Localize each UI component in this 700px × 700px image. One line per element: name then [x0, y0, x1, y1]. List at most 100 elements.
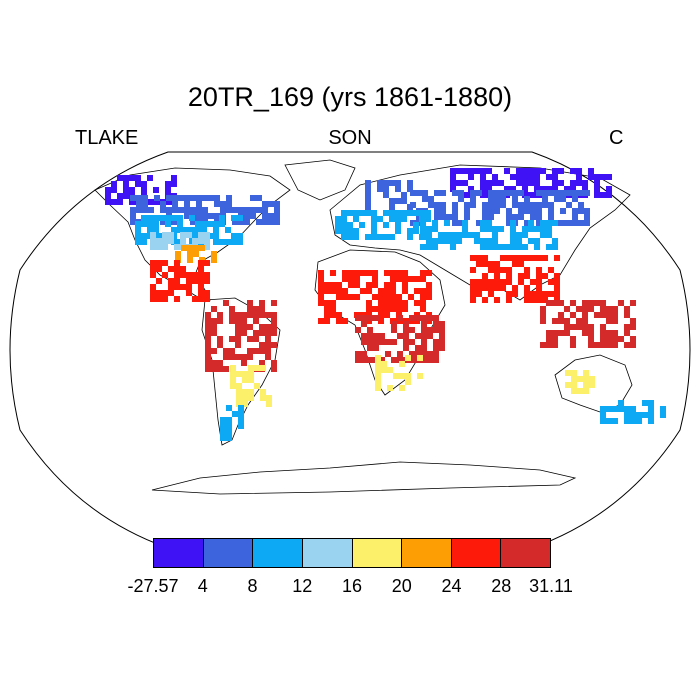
grid-cell-australia	[589, 382, 595, 388]
grid-cell-arctic-canada	[105, 187, 111, 193]
grid-cell-brazil-south	[242, 371, 248, 377]
grid-cell-usa-north	[195, 227, 201, 233]
grid-cell-africa-central	[439, 339, 445, 345]
grid-cell-africa-west	[402, 276, 408, 282]
grid-cell-africa-central	[391, 357, 397, 363]
grid-cell-africa-central	[391, 339, 397, 345]
grid-cell-brazil-south	[248, 395, 254, 401]
grid-cell-india	[536, 273, 542, 279]
grid-cell-mexico	[150, 260, 156, 266]
grid-cell-amazon	[271, 342, 277, 348]
grid-cell-central-asia	[492, 232, 498, 238]
grid-cell-mexico	[156, 278, 162, 284]
grid-cell-africa-south	[375, 373, 381, 379]
grid-cell-mexico	[162, 296, 168, 302]
grid-cell-mexico	[204, 290, 210, 296]
grid-cell-africa-west	[372, 276, 378, 282]
grid-cell-amazon	[229, 312, 235, 318]
grid-cell-europe	[353, 210, 359, 216]
grid-cell-canada	[226, 207, 232, 213]
grid-cell-se-asia	[618, 336, 624, 342]
grid-cell-patagonia	[238, 405, 244, 411]
grid-cell-usa-north	[159, 215, 165, 221]
grid-cell-india	[524, 285, 530, 291]
grid-cell-canada	[268, 201, 274, 207]
grid-cell-amazon	[265, 330, 271, 336]
grid-cell-russia	[488, 208, 494, 214]
grid-cell-africa-west	[378, 288, 384, 294]
grid-cell-arctic-canada	[165, 181, 171, 187]
grid-cell-australia	[571, 382, 577, 388]
grid-cell-usa-north	[189, 215, 195, 221]
grid-cell-brazil-south	[230, 371, 236, 377]
grid-cell-russia	[452, 208, 458, 214]
grid-cell-australia	[577, 376, 583, 382]
grid-cell-africa-west	[318, 318, 324, 324]
grid-cell-africa-central	[439, 333, 445, 339]
grid-cell-russia	[536, 214, 542, 220]
grid-cell-russia	[470, 190, 476, 196]
grid-cell-africa-central	[385, 351, 391, 357]
grid-cell-india	[554, 273, 560, 279]
grid-cell-europe	[371, 228, 377, 234]
grid-cell-usa-north	[135, 221, 141, 227]
grid-cell-africa-west	[414, 276, 420, 282]
grid-cell-patagonia	[220, 423, 226, 429]
grid-cell-africa-central	[373, 333, 379, 339]
colorbar-box-1	[203, 539, 254, 567]
grid-cell-amazon	[253, 330, 259, 336]
grid-cell-central-asia	[534, 238, 540, 244]
grid-cell-europe	[353, 228, 359, 234]
grid-cell-russia	[584, 190, 590, 196]
grid-cell-amazon	[235, 312, 241, 318]
grid-cell-usa-central	[174, 244, 180, 250]
grid-cell-europe	[335, 216, 341, 222]
grid-cell-africa-central	[397, 333, 403, 339]
grid-cell-africa-west	[390, 288, 396, 294]
grid-cell-amazon	[241, 312, 247, 318]
grid-cell-africa-central	[373, 315, 379, 321]
grid-cell-amazon	[217, 366, 223, 372]
grid-cell-mexico	[168, 278, 174, 284]
grid-cell-usa-south	[193, 245, 199, 251]
grid-cell-india	[494, 285, 500, 291]
grid-cell-africa-central	[385, 339, 391, 345]
grid-cell-se-asia	[546, 330, 552, 336]
grid-cell-africa-central	[355, 351, 361, 357]
grid-cell-canada	[238, 219, 244, 225]
grid-cell-usa-north	[177, 227, 183, 233]
grid-cell-central-asia	[522, 226, 528, 232]
grid-cell-africa-south	[375, 385, 381, 391]
grid-cell-se-asia	[564, 330, 570, 336]
grid-cell-canada	[190, 207, 196, 213]
grid-cell-arctic-canada	[129, 175, 135, 181]
grid-cell-central-asia	[480, 244, 486, 250]
grid-cell-mexico	[150, 296, 156, 302]
grid-cell-amazon	[265, 324, 271, 330]
grid-cell-canada	[148, 207, 154, 213]
grid-cell-se-asia	[606, 312, 612, 318]
grid-cell-se-asia	[576, 306, 582, 312]
grid-cell-mexico	[168, 284, 174, 290]
grid-cell-siberia	[564, 186, 570, 192]
grid-cell-africa-west	[318, 300, 324, 306]
grid-cell-usa-north	[177, 221, 183, 227]
grid-cell-india	[470, 279, 476, 285]
grid-cell-canada	[154, 195, 160, 201]
grid-cell-nz	[660, 406, 666, 412]
grid-cell-nz	[624, 406, 630, 412]
grid-cell-africa-west	[420, 276, 426, 282]
grid-cell-russia	[500, 202, 506, 208]
grid-cell-africa-west	[342, 318, 348, 324]
grid-cell-amazon	[217, 342, 223, 348]
grid-cell-usa-north	[141, 239, 147, 245]
grid-cell-siberia	[594, 186, 600, 192]
grid-cell-se-asia	[558, 330, 564, 336]
colorbar-label-7: 28	[491, 576, 512, 596]
grid-cell-africa-west	[402, 300, 408, 306]
grid-cell-brazil-south	[236, 389, 242, 395]
colorbar-label-8: 31.11	[529, 576, 573, 596]
grid-cell-india	[530, 255, 536, 261]
grid-cell-siberia	[492, 174, 498, 180]
grid-cell-africa-central	[421, 357, 427, 363]
